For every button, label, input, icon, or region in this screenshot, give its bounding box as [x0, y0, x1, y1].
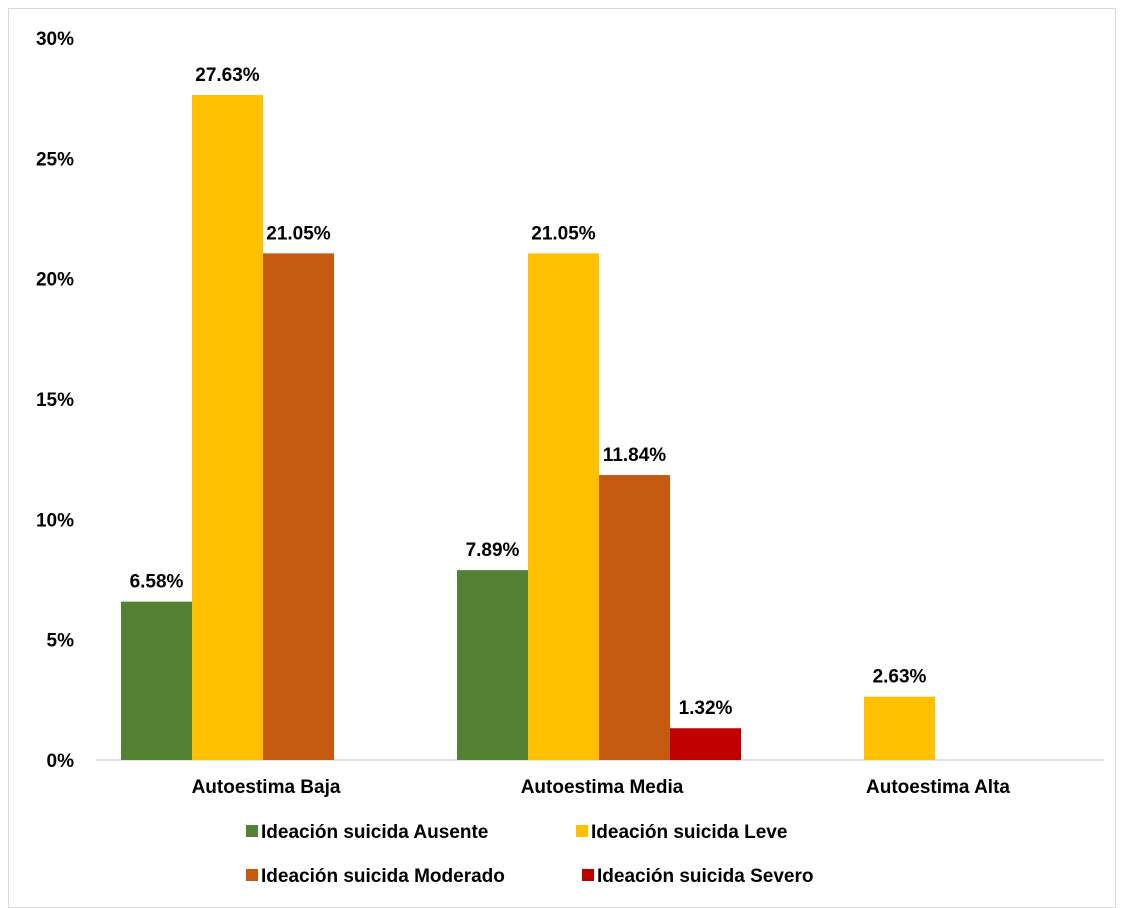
legend-swatch [576, 825, 588, 837]
legend-label: Ideación suicida Leve [591, 822, 787, 843]
category-label: Autoestima Alta [866, 777, 1010, 798]
y-tick-label: 20% [36, 270, 74, 291]
bar [864, 696, 935, 760]
y-tick-label: 30% [36, 29, 74, 50]
data-label: 11.84% [603, 445, 666, 466]
bar [670, 728, 741, 760]
y-tick-label: 10% [36, 510, 74, 531]
y-tick-label: 25% [36, 149, 74, 170]
legend-label: Ideación suicida Ausente [261, 822, 488, 843]
bar [457, 570, 528, 760]
data-label: 6.58% [130, 572, 184, 593]
legend-swatch [582, 869, 594, 881]
y-axis-ticks: 0% 5% 10% 15% 20% 25% 30% [36, 29, 74, 772]
category-label: Autoestima Baja [192, 777, 341, 798]
y-tick-label: 15% [36, 390, 74, 411]
category-label: Autoestima Media [521, 777, 684, 798]
data-label: 7.89% [466, 540, 520, 561]
data-label: 27.63% [195, 65, 260, 86]
data-label: 1.32% [679, 698, 733, 719]
bar [528, 253, 599, 760]
legend-label: Ideación suicida Moderado [261, 866, 505, 887]
bar [263, 253, 334, 760]
legend-label: Ideación suicida Severo [597, 866, 813, 887]
bar [192, 95, 263, 760]
bar [121, 601, 192, 760]
data-label: 2.63% [873, 667, 927, 688]
bar [599, 475, 670, 760]
legend: Ideación suicida Ausente Ideación suicida… [246, 822, 813, 887]
legend-swatch [246, 825, 258, 837]
legend-swatch [246, 869, 258, 881]
data-labels: 6.58% 27.63% 21.05% 7.89% 21.05% 11.84% 1.32% 2… [130, 65, 927, 719]
category-labels: Autoestima Baja Autoestima Media Autoestim… [192, 777, 1011, 798]
data-label: 21.05% [266, 223, 331, 244]
bars [121, 95, 935, 760]
y-tick-label: 5% [47, 631, 75, 652]
data-label: 21.05% [531, 223, 596, 244]
y-tick-label: 0% [47, 751, 75, 772]
